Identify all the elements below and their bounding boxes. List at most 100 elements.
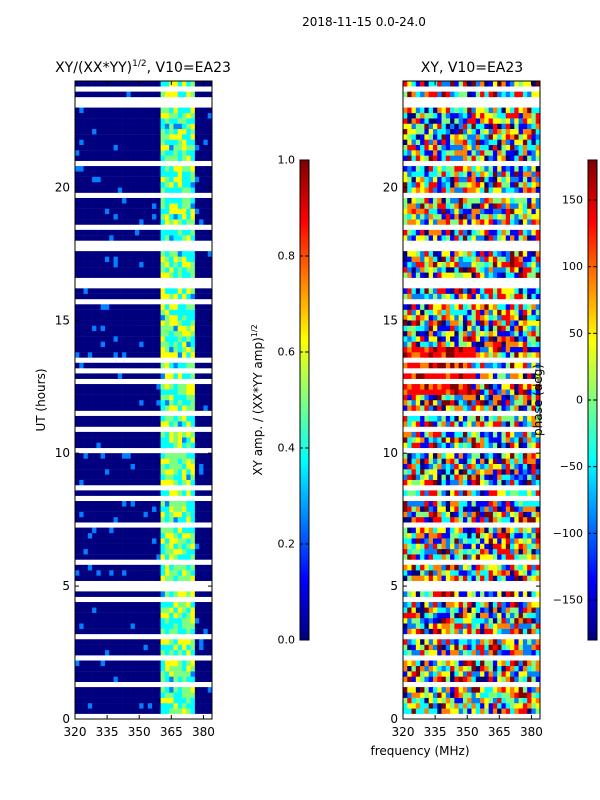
heatmap-cell xyxy=(126,453,131,459)
heatmap-cell xyxy=(420,304,425,310)
heatmap-cell xyxy=(407,692,412,698)
heatmap-cell xyxy=(75,118,80,124)
heatmap-cell xyxy=(471,304,477,310)
heatmap-cell xyxy=(156,708,161,714)
heatmap-cell xyxy=(92,612,97,619)
heatmap-cell xyxy=(177,570,183,576)
heatmap-cell xyxy=(186,623,191,629)
heatmap-cell xyxy=(100,91,106,98)
heatmap-cell xyxy=(411,442,417,449)
heatmap-cell xyxy=(109,474,114,480)
heatmap-cell xyxy=(122,155,127,161)
heatmap-cell xyxy=(535,564,541,571)
heatmap-cell xyxy=(190,171,196,177)
heatmap-cell xyxy=(134,166,140,172)
heatmap-cell xyxy=(484,490,489,496)
heatmap-cell xyxy=(424,671,429,677)
heatmap-cell xyxy=(428,564,434,571)
heatmap-cell xyxy=(134,288,140,294)
heatmap-cell xyxy=(130,463,136,470)
heatmap-cell xyxy=(152,261,157,268)
heatmap-cell xyxy=(437,490,442,496)
heatmap-cell xyxy=(96,671,101,677)
heatmap-cell xyxy=(510,437,515,443)
heatmap-cell xyxy=(415,437,421,443)
heatmap-cell xyxy=(194,314,200,321)
heatmap-cell xyxy=(445,676,451,682)
heatmap-cell xyxy=(505,623,511,629)
heatmap-cell xyxy=(492,511,498,518)
heatmap-cell xyxy=(203,118,209,124)
heatmap-cell xyxy=(527,692,532,698)
heatmap-cell xyxy=(83,506,89,512)
heatmap-cell xyxy=(458,660,464,667)
heatmap-cell xyxy=(518,607,524,613)
heatmap-cell xyxy=(113,373,119,379)
heatmap-cell xyxy=(514,474,519,480)
heatmap-cell xyxy=(100,538,106,544)
heatmap-cell xyxy=(527,463,532,470)
heatmap-cell xyxy=(467,516,472,523)
heatmap-cell xyxy=(164,490,170,496)
heatmap-cell xyxy=(420,341,425,348)
heatmap-cell xyxy=(117,649,123,656)
heatmap-cell xyxy=(497,431,502,438)
heatmap-cell xyxy=(484,352,489,358)
heatmap-cell xyxy=(92,112,97,119)
heatmap-cell xyxy=(164,532,170,539)
heatmap-cell xyxy=(518,575,524,581)
heatmap-cell xyxy=(122,107,127,114)
heatmap-cell xyxy=(143,81,149,87)
heatmap-cell xyxy=(518,548,524,555)
heatmap-cell xyxy=(134,293,140,300)
heatmap-cell xyxy=(109,256,114,262)
heatmap-cell xyxy=(450,400,455,406)
heatmap-cell xyxy=(92,703,97,709)
heatmap-cell xyxy=(130,405,136,411)
heatmap-cell xyxy=(411,607,417,613)
heatmap-cell xyxy=(147,219,153,225)
heatmap-cell xyxy=(134,501,140,507)
colorbar-tick-label: 1.0 xyxy=(278,154,296,167)
heatmap-cell xyxy=(501,703,507,709)
heatmap-cell xyxy=(83,617,89,624)
heatmap-cell xyxy=(104,527,110,534)
heatmap-cell xyxy=(450,532,455,539)
heatmap-cell xyxy=(458,437,464,443)
heatmap-cell xyxy=(186,197,191,204)
heatmap-cell xyxy=(117,373,123,379)
heatmap-cell xyxy=(207,506,213,512)
heatmap-cell xyxy=(104,309,110,316)
heatmap-cell xyxy=(117,394,123,401)
heatmap-cell xyxy=(462,570,468,576)
heatmap-cell xyxy=(122,150,127,156)
heatmap-cell xyxy=(207,623,213,629)
heatmap-cell xyxy=(152,527,157,534)
heatmap-cell xyxy=(177,617,183,624)
heatmap-cell xyxy=(522,548,528,555)
heatmap-cell xyxy=(75,490,80,496)
heatmap-cell xyxy=(475,325,481,332)
heatmap-cell xyxy=(407,516,412,523)
heatmap-cell xyxy=(83,469,89,475)
heatmap-cell xyxy=(510,431,515,438)
heatmap-cell xyxy=(79,602,84,608)
heatmap-cell xyxy=(173,219,179,225)
heatmap-cell xyxy=(139,617,144,624)
heatmap-cell xyxy=(531,538,537,544)
heatmap-cell xyxy=(182,251,187,257)
heatmap-cell xyxy=(100,516,106,523)
heatmap-cell xyxy=(450,405,455,411)
heatmap-cell xyxy=(190,501,196,507)
heatmap-cell xyxy=(104,458,110,464)
heatmap-cell xyxy=(92,570,97,576)
heatmap-cell xyxy=(488,394,494,401)
heatmap-cell xyxy=(117,197,123,204)
heatmap-cell xyxy=(164,346,170,353)
heatmap-cell xyxy=(104,405,110,411)
heatmap-cell xyxy=(531,501,537,507)
heatmap-cell xyxy=(160,490,166,496)
heatmap-cell xyxy=(484,548,489,555)
heatmap-cell xyxy=(501,389,507,395)
heatmap-cell xyxy=(147,649,153,656)
